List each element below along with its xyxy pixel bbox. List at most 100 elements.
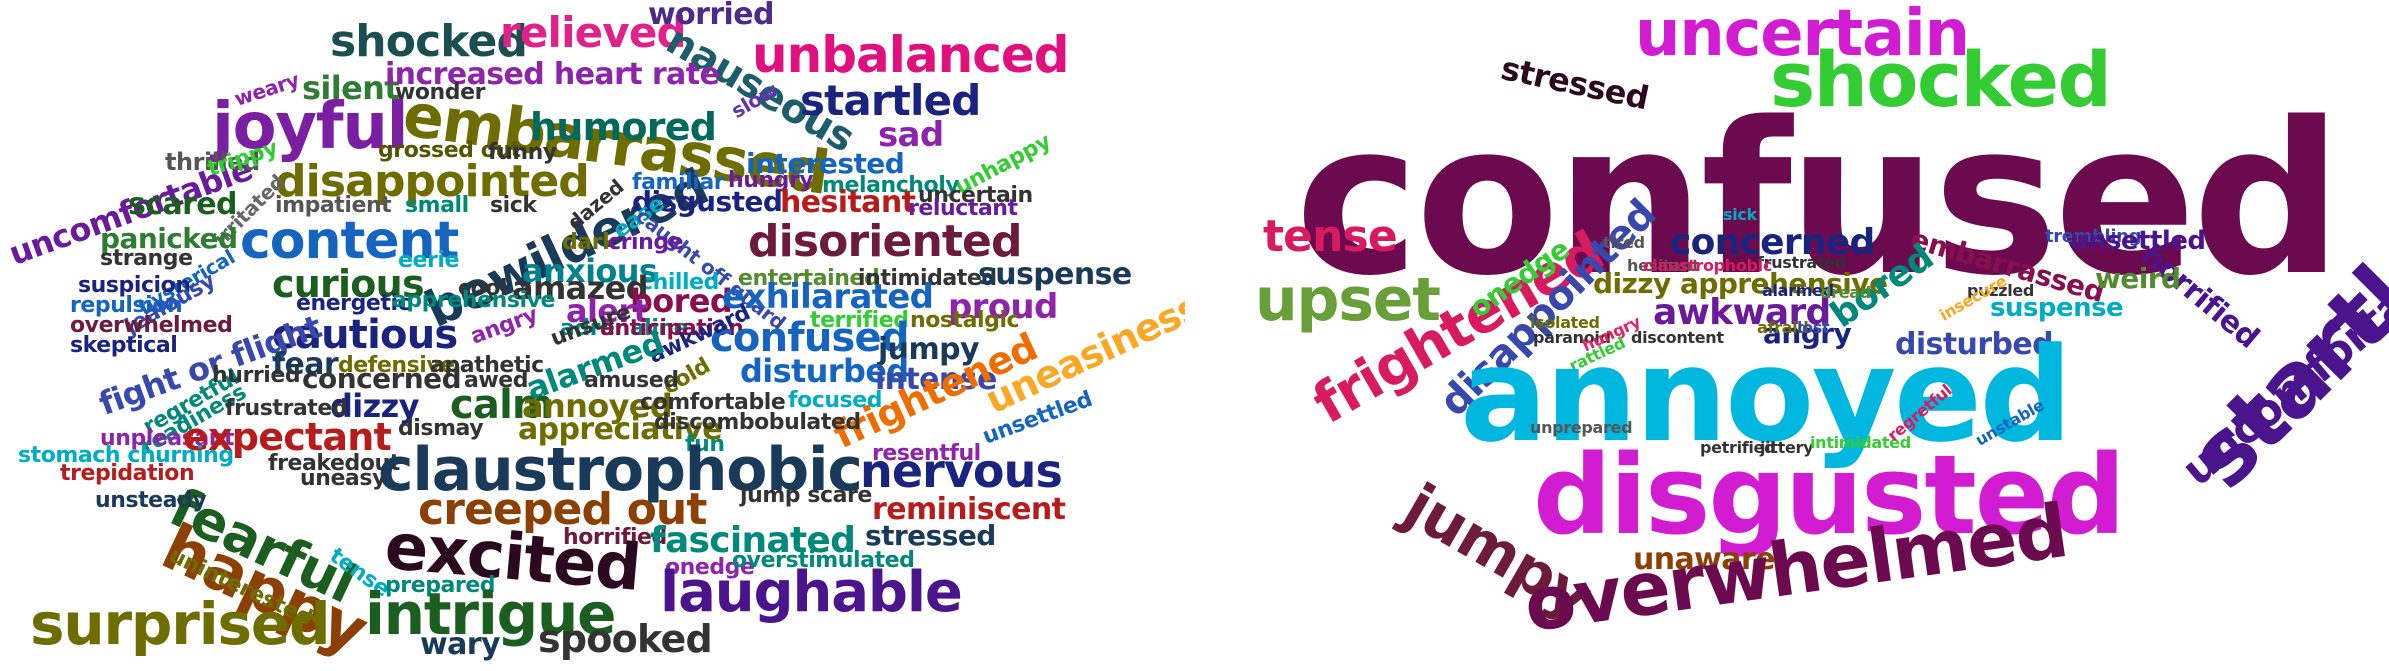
left-word: resentful [872,441,981,466]
left-word: increased heart rate [385,57,720,92]
right-word: unaware [1633,542,1775,577]
right-word: frustrated [1757,253,1846,272]
right-word: isolated [1530,313,1600,332]
left-word: apathetic [430,353,544,378]
right-word: apprehensive [1680,267,1888,300]
left-word: overwhelmed [70,313,233,338]
left-word: trepidation [60,461,195,486]
left-word: horrified [563,525,667,550]
left-word: claustrophobic [378,435,863,505]
left-word: silent [302,69,400,107]
left-word: intimidated [858,266,997,291]
left-word: jumpy [878,332,980,367]
left-word: intrigue [365,580,616,648]
right-word: sick [1723,205,1757,224]
left-word: small [405,193,469,218]
left-word: intense [875,362,997,397]
left-word: disoriented [748,216,1023,267]
left-word: fear [272,347,339,382]
left-word: stomach churning [18,443,234,468]
left-word: melancholy [822,173,960,198]
right-word: confused [1295,77,2342,322]
left-word: amazed [512,269,649,307]
right-word: awkward [1653,292,1831,333]
left-word: impatient [275,193,392,218]
left-word: entertained [738,266,880,291]
right-word: uncertain [1635,0,1970,71]
left-word: awed [464,368,529,393]
right-word: intimidated [1810,433,1911,452]
left-word: nervous [860,444,1063,498]
right-word: paranoid [1533,328,1611,347]
left-word: defensive [338,353,455,378]
left-word: appreciative [518,412,723,447]
left-word: joyful [212,90,409,164]
left-word: disgusted [632,185,783,218]
left-word: panicked [100,222,238,255]
left-word: stressed [865,519,996,552]
right-word: unprepared [1530,418,1633,437]
right-word: disturbed [1895,327,2054,362]
left-word: focused [788,388,883,413]
right-word: alarmed [1762,281,1834,300]
left-word: confused [710,315,910,361]
left-word: alert [566,292,649,330]
right-word: suspense [1990,293,2124,323]
left-word: startled [800,76,981,125]
right-word: jittery [1760,438,1814,457]
right-word: concerned [1670,222,1875,263]
left-word: reminiscent [872,492,1066,527]
left-word: dark [562,230,617,255]
left-word: spooked [538,617,713,661]
left-word: unbalanced [752,26,1070,84]
right-word: upset [1255,265,1441,335]
left-word: amused [584,368,679,393]
left-word: exhilarated [722,277,934,317]
right-word: claustrophobic [1643,256,1772,275]
left-word: energetic [296,291,411,316]
left-word: adrenaline [560,316,689,341]
left-word: laughable [660,560,963,625]
left-word: freakedout [268,451,400,476]
word-cloud-right: uncertain stressed shocked confused tense fri… [1215,0,2389,671]
right-word: tired [1603,233,1645,252]
left-word: sad [878,115,944,155]
left-word: terrified [810,308,909,333]
right-word: weird [2095,262,2181,295]
left-word: onedge [665,555,755,580]
left-word: creeped out [418,484,707,535]
left-word: fun [685,432,725,457]
left-word: concerned [302,362,462,395]
left-word: unpleasant [100,426,235,451]
left-word: uneasy [300,466,386,491]
left-word: familiar [632,170,725,195]
left-word: overstimulated [732,548,915,573]
left-word: dizzy [330,387,419,425]
right-word: disgusted [1533,431,2126,559]
word-cloud-left: shocked relieved worried nauseous unbalanced… [0,0,1185,671]
left-word: disturbed [740,352,909,390]
left-word: apprehensive [392,288,555,313]
left-word: sick [490,193,537,218]
left-word: cool [458,276,508,301]
left-word: frustrated [225,396,348,421]
right-word: trembling [2045,226,2142,247]
right-word: dread [1820,283,1871,302]
left-word: uncertain [918,183,1033,208]
left-word: nostalgic [910,308,1020,333]
left-word: strange [100,246,193,271]
left-word: repulsion [70,293,183,318]
left-word: suspicion [78,273,191,298]
left-word: humored [530,105,717,149]
right-word: annoyed [1460,319,2073,471]
right-word: discontent [1631,328,1724,347]
left-word: eerie [398,248,459,273]
right-word: shocked [1770,35,2112,124]
left-word: relieved [500,8,687,57]
left-word: funny [488,140,557,165]
left-word: reluctant [908,196,1018,221]
left-word: curious [272,262,425,306]
left-word: hurried [212,363,301,388]
left-word: calm [450,382,554,428]
left-word: prepared [385,573,496,598]
